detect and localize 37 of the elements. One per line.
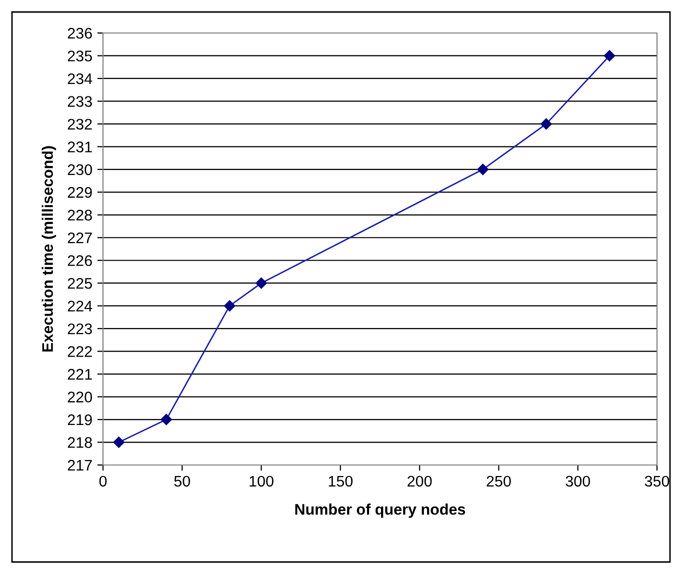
x-tick-label: 200 [408, 476, 432, 487]
x-tick-label: 0 [99, 476, 107, 487]
x-tick-label: 350 [644, 476, 670, 487]
y-tick-label: 220 [68, 392, 92, 402]
x-tick-label: 300 [566, 476, 590, 487]
y-tick-label: 236 [68, 28, 92, 39]
point [604, 50, 616, 62]
y-tick-label: 219 [68, 414, 92, 426]
y-tick-label: 226 [68, 255, 92, 266]
y-tick-label: 223 [68, 323, 92, 334]
y-tick-label: 232 [68, 118, 92, 130]
y-axis-title: Execution time (millisecond) [42, 146, 56, 352]
y-tick-label: 221 [68, 368, 92, 380]
point [477, 164, 488, 176]
y-tick-label: 234 [68, 73, 92, 84]
y-tick-label: 230 [68, 164, 92, 176]
x-tick-label: 50 [174, 476, 190, 487]
point [160, 414, 172, 426]
x-axis-title: Number of query nodes [295, 504, 466, 518]
x-tick-label: 250 [486, 476, 511, 487]
y-tick-label: 224 [68, 300, 92, 312]
point [224, 300, 236, 312]
y-tick-label: 225 [68, 278, 92, 289]
point [113, 436, 124, 448]
y-tick-label: 229 [68, 187, 92, 198]
y-tick-label: 233 [68, 96, 92, 107]
y-tick-label: 228 [68, 210, 92, 221]
x-tick-label: 150 [328, 476, 353, 487]
y-tick-label: 218 [68, 437, 92, 448]
y-tick-label: 217 [68, 460, 92, 471]
point [540, 118, 552, 130]
y-tick-label: 235 [68, 50, 92, 62]
point [256, 278, 267, 289]
y-tick-label: 222 [68, 346, 92, 357]
x-tick-label: 100 [250, 476, 274, 487]
y-tick-label: 227 [68, 232, 92, 244]
y-tick-label: 231 [68, 142, 92, 152]
